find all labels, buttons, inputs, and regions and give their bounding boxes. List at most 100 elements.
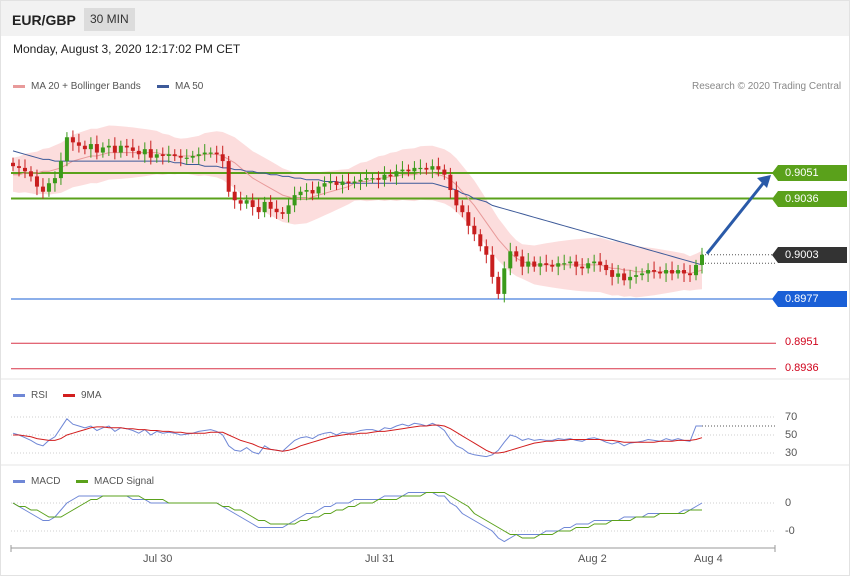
candle-body xyxy=(280,212,285,214)
price-tag-current-2: 0.9003 xyxy=(778,246,847,263)
candle-body xyxy=(232,191,237,201)
candle-body xyxy=(682,270,687,274)
legend-ma20-swatch xyxy=(13,84,25,88)
rsi-tick-50: 50 xyxy=(785,429,798,441)
candle-body xyxy=(352,181,357,184)
candle-body xyxy=(532,261,537,267)
candle-body xyxy=(424,167,429,170)
candle-body xyxy=(28,171,33,177)
candle-body xyxy=(646,270,651,274)
candle-body xyxy=(550,264,555,267)
candle-body xyxy=(136,150,141,155)
candle-body xyxy=(592,261,597,264)
candle-body xyxy=(250,200,255,208)
candle-body xyxy=(34,176,39,187)
candle-body xyxy=(640,273,645,276)
candle-body xyxy=(520,256,525,267)
candle-body xyxy=(556,263,561,267)
candle-body xyxy=(268,201,273,209)
macd-tick-neg0: -0 xyxy=(785,525,795,537)
candle-body xyxy=(112,145,117,153)
legend-ma50: MA 50 xyxy=(157,81,203,92)
forecast-arrow-head xyxy=(757,175,771,188)
timeframe-badge[interactable]: 30 MIN xyxy=(84,8,135,31)
candle-body xyxy=(412,167,417,172)
candle-body xyxy=(58,161,63,179)
candle-body xyxy=(634,275,639,277)
price-tag-target-4: 0.8951 xyxy=(785,336,819,349)
candle-body xyxy=(496,276,501,294)
price-tag-pointer-resistance xyxy=(772,190,778,207)
candle-body xyxy=(238,200,243,204)
candle-body xyxy=(196,154,201,156)
candle-body xyxy=(676,270,681,274)
candle-body xyxy=(364,178,369,180)
candle-body xyxy=(538,263,543,267)
candle-body xyxy=(76,142,81,146)
candle-body xyxy=(100,147,105,153)
candle-body xyxy=(484,246,489,255)
candle-body xyxy=(172,154,177,156)
candle-body xyxy=(142,149,147,155)
candle-body xyxy=(358,179,363,182)
candle-body xyxy=(310,190,315,194)
candle-body xyxy=(688,273,693,276)
x-tick-aug2: Aug 2 xyxy=(578,553,607,565)
legend-macd-swatch xyxy=(13,479,25,483)
legend-ma20: MA 20 + Bollinger Bands xyxy=(13,81,141,92)
candle-body xyxy=(118,145,123,153)
candle-body xyxy=(244,200,249,204)
candle-body xyxy=(616,273,621,277)
candle-body xyxy=(22,167,27,172)
candle-body xyxy=(226,161,231,192)
candle-body xyxy=(184,157,189,159)
candle-body xyxy=(220,154,225,162)
candle-body xyxy=(256,207,261,213)
candle-body xyxy=(286,205,291,214)
candle-body xyxy=(574,261,579,267)
price-tag-pointer-resistance xyxy=(772,165,778,181)
candle-body xyxy=(160,154,165,156)
candle-body xyxy=(148,149,153,158)
candle-body xyxy=(208,152,213,154)
candle-body xyxy=(472,225,477,235)
candle-body xyxy=(526,261,531,267)
candle-body xyxy=(166,154,171,156)
legend-rsi: RSI xyxy=(13,390,48,401)
candle-body xyxy=(460,205,465,213)
currency-pair-title: EUR/GBP xyxy=(12,12,76,28)
candle-body xyxy=(106,145,111,148)
legend-ma20-label: MA 20 + Bollinger Bands xyxy=(31,81,141,92)
research-credit: Research © 2020 Trading Central xyxy=(692,81,842,92)
candle-body xyxy=(562,263,567,265)
candle-body xyxy=(544,263,549,265)
candle-body xyxy=(16,166,21,168)
candle-body xyxy=(94,144,99,153)
candle-body xyxy=(316,186,321,194)
candle-body xyxy=(262,201,267,213)
candle-body xyxy=(214,152,219,155)
x-tick-jul30: Jul 30 xyxy=(143,553,173,565)
chart-header: EUR/GBP 30 MIN xyxy=(1,1,849,36)
candle-body xyxy=(658,271,663,274)
candle-body xyxy=(340,181,345,185)
macd-tick-0: 0 xyxy=(785,497,792,509)
timestamp: Monday, August 3, 2020 12:17:02 PM CET xyxy=(13,42,241,56)
candle-body xyxy=(406,169,411,172)
legend-ma50-label: MA 50 xyxy=(175,81,204,92)
candle-body xyxy=(304,190,309,192)
candle-body xyxy=(40,186,45,192)
candle-body xyxy=(388,174,393,177)
price-tag-pointer-current xyxy=(772,246,778,263)
legend-macd-signal-swatch xyxy=(76,479,88,483)
candle-body xyxy=(130,147,135,151)
candle-body xyxy=(670,270,675,274)
rsi-tick-30: 30 xyxy=(785,447,798,459)
legend-rsi-ma-swatch xyxy=(63,393,75,397)
candle-body xyxy=(400,169,405,172)
candle-body xyxy=(82,145,87,150)
bollinger-band xyxy=(13,125,702,298)
price-tag-resistance-0: 0.9051 xyxy=(778,165,847,181)
candle-body xyxy=(622,273,627,281)
ma50-line xyxy=(12,150,703,266)
